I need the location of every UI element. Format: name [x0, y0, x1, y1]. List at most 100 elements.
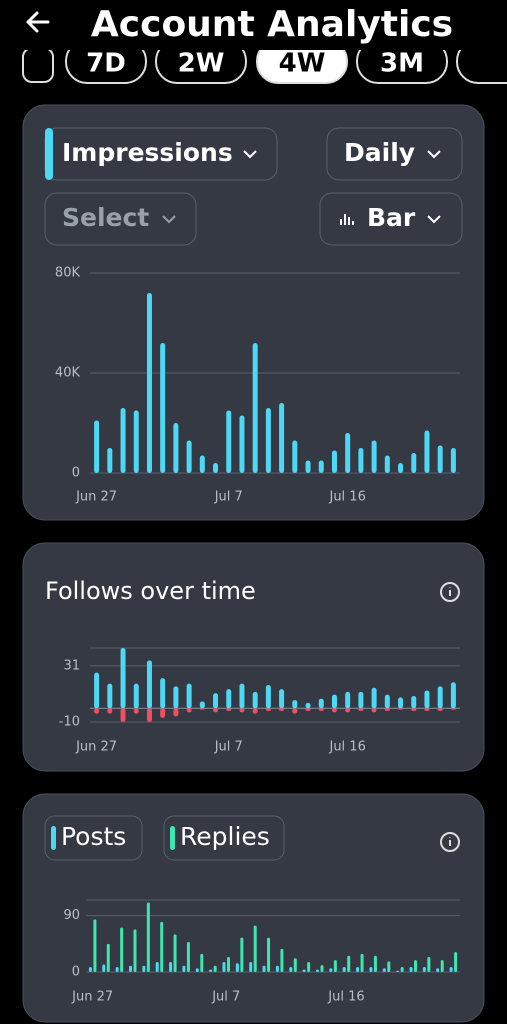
bar: [356, 966, 360, 972]
bar: [387, 961, 391, 972]
bar: [316, 969, 319, 972]
chevron: [427, 150, 441, 159]
x-tick-label: Jul 7: [214, 740, 243, 755]
bar: [265, 708, 271, 712]
bar: [249, 961, 253, 972]
bar: [396, 970, 400, 972]
bar: [371, 440, 377, 473]
metric-label: Impressions: [62, 138, 233, 167]
bar: [173, 708, 179, 717]
page-title: Account Analytics: [91, 4, 453, 45]
bar: [239, 415, 245, 473]
bar: [424, 430, 430, 473]
bar: [209, 969, 213, 972]
info-icon[interactable]: [440, 582, 460, 602]
bar: [422, 966, 426, 972]
bar: [289, 966, 293, 972]
bar: [358, 691, 364, 709]
bar: [345, 708, 351, 713]
bar: [195, 968, 199, 972]
bar: [160, 921, 164, 972]
bar: [384, 708, 390, 712]
bar: [252, 343, 258, 473]
bar: [199, 701, 205, 709]
bar: [226, 410, 232, 473]
info-icon[interactable]: [440, 832, 460, 852]
bar: [120, 708, 126, 722]
bar: [358, 448, 364, 473]
bar: [120, 408, 126, 473]
chart-title: Follows over time: [45, 577, 256, 605]
x-tick-label: Jul 16: [328, 490, 365, 505]
bar: [373, 955, 377, 972]
bar: [155, 961, 159, 972]
y-tick-label: -10: [59, 715, 80, 730]
tab-label: 2W: [178, 49, 225, 79]
bar: [345, 691, 351, 709]
bar: [94, 420, 100, 473]
bar: [107, 683, 113, 709]
y-tick-label: 90: [63, 908, 80, 923]
bar: [173, 423, 179, 473]
bar: [146, 708, 152, 722]
style-dropdown[interactable]: [319, 192, 463, 246]
back-button[interactable]: [26, 11, 50, 33]
legend-label: Posts: [61, 822, 126, 851]
y-tick-label: 31: [63, 658, 80, 673]
bar: [267, 937, 271, 972]
interval-dropdown[interactable]: [326, 127, 463, 181]
legend-item[interactable]: [44, 815, 143, 861]
chevron: [243, 150, 257, 159]
bar: [226, 689, 232, 709]
bar: [329, 968, 333, 972]
bar: [382, 968, 386, 972]
bar: [213, 708, 219, 713]
bar: [427, 956, 431, 972]
y-tick-label: 0: [72, 965, 80, 980]
bar: [437, 686, 443, 709]
x-tick-label: Jul 16: [328, 740, 365, 755]
bar: [93, 919, 97, 972]
bar: [227, 956, 230, 972]
interval-label: Daily: [344, 138, 415, 167]
bar: [436, 968, 440, 972]
bar: [454, 951, 458, 972]
bar: [437, 445, 443, 473]
bar: [200, 953, 204, 972]
bar: [265, 685, 271, 709]
bar: [450, 448, 456, 473]
bar: [262, 965, 266, 972]
bar: [146, 902, 150, 972]
bar: [293, 958, 297, 972]
bar: [102, 964, 106, 972]
y-tick-label: 80K: [55, 266, 81, 281]
legend-item[interactable]: [163, 815, 285, 861]
bar: [292, 440, 298, 473]
bar: [411, 708, 417, 712]
bar: [235, 963, 239, 972]
bar: [305, 460, 311, 473]
compare-dropdown[interactable]: [44, 192, 197, 246]
bar: [213, 463, 219, 473]
bar: [186, 683, 192, 709]
bar: [253, 925, 257, 972]
bar: [292, 708, 298, 714]
bar: [133, 683, 139, 709]
bar: [371, 687, 377, 709]
legend-swatch: [51, 826, 56, 850]
chevron: [162, 215, 176, 224]
bar: [424, 708, 430, 712]
bar: [186, 708, 192, 713]
bar: [94, 672, 100, 709]
bar: [265, 408, 271, 473]
bar: [186, 941, 190, 972]
bar: [411, 453, 417, 473]
bar: [450, 682, 456, 709]
bar: [222, 961, 226, 972]
bar: [213, 965, 217, 972]
tab-label: 3M: [380, 49, 424, 79]
metric-accent: [45, 128, 53, 180]
bar: [437, 708, 443, 712]
bar: [440, 960, 444, 972]
bar: [133, 929, 137, 972]
